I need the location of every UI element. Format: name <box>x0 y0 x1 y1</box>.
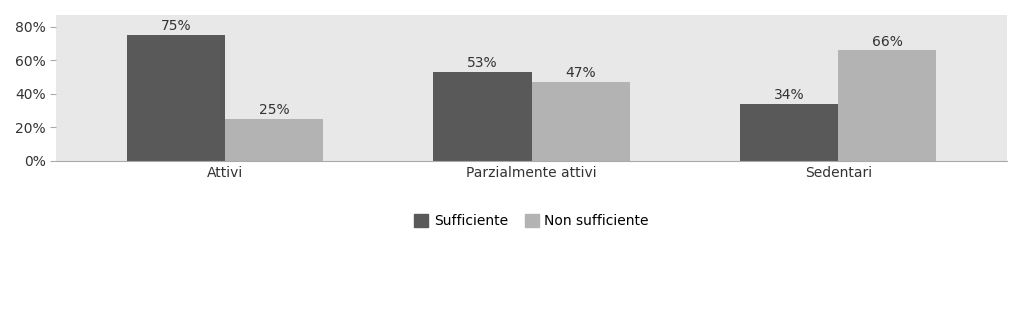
Bar <box>127 35 225 161</box>
Bar <box>225 119 323 161</box>
Bar <box>531 82 630 161</box>
Bar <box>838 50 936 161</box>
Bar <box>740 104 838 161</box>
Text: 66%: 66% <box>872 34 902 49</box>
Text: 25%: 25% <box>259 103 289 117</box>
Legend: Sufficiente, Non sufficiente: Sufficiente, Non sufficiente <box>409 209 654 234</box>
Bar <box>433 72 531 161</box>
Text: 34%: 34% <box>774 88 804 102</box>
Text: 75%: 75% <box>160 19 191 33</box>
Text: 47%: 47% <box>565 66 596 80</box>
Text: 53%: 53% <box>467 56 498 70</box>
